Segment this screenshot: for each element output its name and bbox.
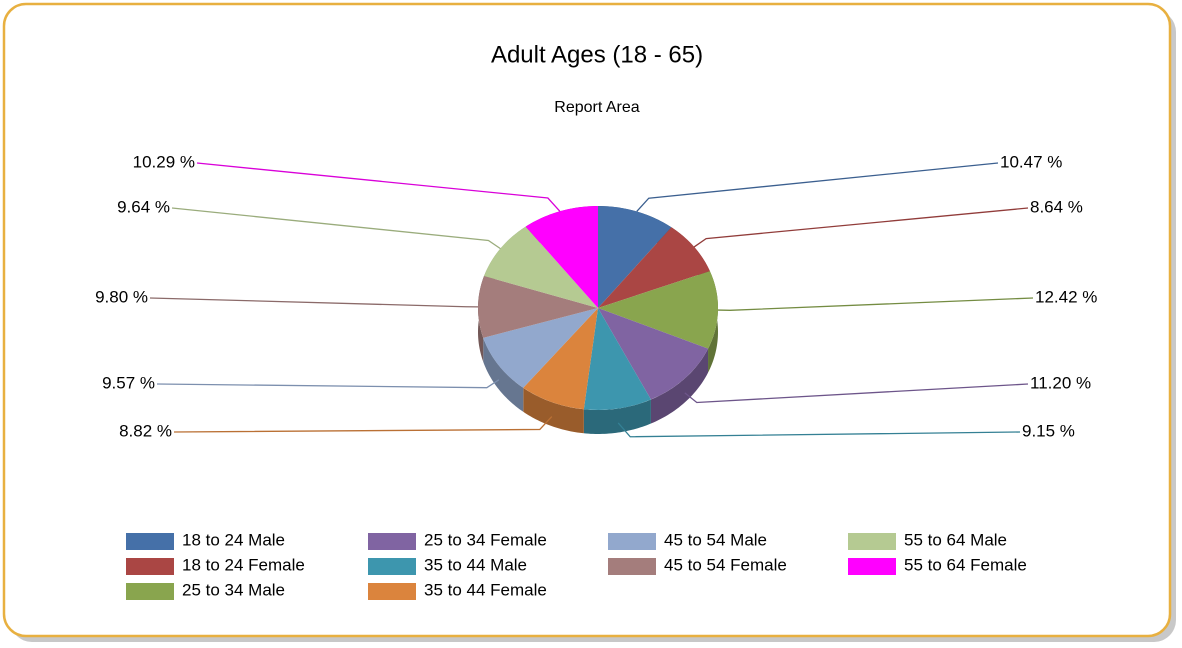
- leader-line: [693, 207, 1029, 248]
- slice-side: [583, 399, 651, 434]
- data-label: 9.64 %: [117, 197, 170, 216]
- legend-label: 18 to 24 Male: [182, 530, 285, 549]
- leader-line: [196, 162, 561, 212]
- leader-line: [156, 379, 500, 389]
- leader-line: [149, 297, 479, 308]
- slice: [583, 308, 651, 411]
- data-label: 10.29 %: [133, 152, 195, 171]
- legend-swatch: [368, 533, 416, 550]
- slice: [598, 308, 709, 400]
- slice: [525, 206, 598, 308]
- chart-title: Adult Ages (18 - 65): [491, 41, 703, 68]
- leader-line: [684, 383, 1029, 404]
- slice: [478, 276, 598, 338]
- slice: [598, 227, 710, 308]
- slice: [598, 206, 672, 308]
- legend-swatch: [848, 558, 896, 575]
- data-label: 9.57 %: [102, 373, 155, 392]
- chart-subtitle: Report Area: [554, 99, 639, 116]
- slice-side: [650, 348, 709, 424]
- leader-line: [717, 297, 1034, 311]
- legend-label: 35 to 44 Female: [424, 580, 547, 599]
- data-label: 12.42 %: [1035, 287, 1097, 306]
- legend-swatch: [848, 533, 896, 550]
- legend-label: 55 to 64 Female: [904, 555, 1027, 574]
- slice: [483, 308, 598, 388]
- legend-swatch: [368, 583, 416, 600]
- legend-swatch: [126, 533, 174, 550]
- legend-label: 45 to 54 Female: [664, 555, 787, 574]
- slice: [598, 271, 718, 349]
- legend-swatch: [126, 558, 174, 575]
- legend-label: 35 to 44 Male: [424, 555, 527, 574]
- legend-swatch: [368, 558, 416, 575]
- slice-side: [483, 337, 524, 412]
- legend-label: 45 to 54 Male: [664, 530, 767, 549]
- leader-line: [171, 207, 501, 250]
- data-label: 8.82 %: [119, 421, 172, 440]
- legend-swatch: [608, 558, 656, 575]
- legend-label: 25 to 34 Male: [182, 580, 285, 599]
- data-label: 9.15 %: [1022, 421, 1075, 440]
- leader-line: [617, 422, 1021, 438]
- leader-line: [173, 416, 553, 433]
- slice: [484, 226, 598, 308]
- legend-label: 18 to 24 Female: [182, 555, 305, 574]
- legend-label: 55 to 64 Male: [904, 530, 1007, 549]
- data-label: 10.47 %: [1000, 152, 1062, 171]
- data-label: 9.80 %: [95, 287, 148, 306]
- legend-swatch: [608, 533, 656, 550]
- slice: [523, 308, 598, 410]
- legend-swatch: [126, 583, 174, 600]
- leader-line: [636, 162, 999, 212]
- data-label: 11.20 %: [1030, 373, 1091, 392]
- data-label: 8.64 %: [1030, 197, 1083, 216]
- legend-label: 25 to 34 Female: [424, 530, 547, 549]
- slice-side: [523, 387, 584, 434]
